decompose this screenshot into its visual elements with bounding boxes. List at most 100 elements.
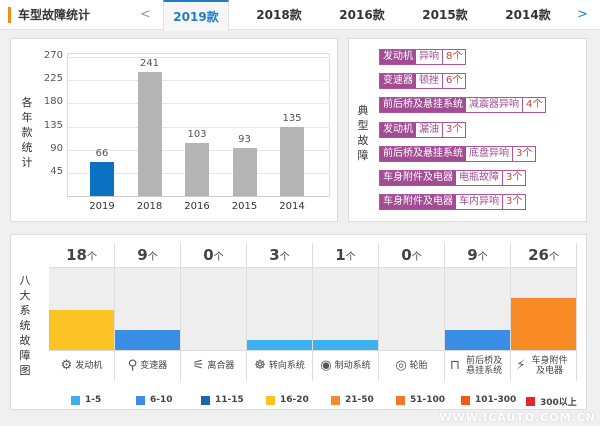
bar-2014[interactable]	[280, 126, 304, 196]
system-count: 26个	[511, 243, 576, 268]
system-bar[interactable]	[511, 298, 576, 350]
bar-area	[313, 268, 378, 350]
next-arrow-icon[interactable]: >	[577, 7, 588, 22]
system-column[interactable]: 9个 ⚲ 变速器	[115, 243, 181, 381]
legend-item: 101-300	[461, 395, 516, 405]
legend-item: 6-10	[136, 395, 173, 405]
system-name: 变速器	[140, 361, 168, 371]
count-value: 0	[401, 246, 412, 264]
system-bar[interactable]	[247, 340, 312, 350]
system-column[interactable]: 0个 ◎ 轮胎	[379, 243, 445, 381]
x-axis	[67, 196, 329, 197]
system-count: 0个	[379, 243, 444, 268]
system-column[interactable]: 26个 ⚡ 车身附件及电器	[511, 243, 577, 381]
tab-3[interactable]: 2015款	[422, 8, 468, 22]
fault-count: 3个	[443, 122, 466, 137]
data-label: 103	[187, 128, 207, 140]
tire-icon: ◎	[395, 358, 407, 373]
legend-label: 21-50	[345, 395, 374, 405]
gridline	[67, 80, 329, 82]
legend-label: 300以上	[540, 398, 577, 408]
system-bar[interactable]	[445, 330, 510, 350]
bar-area	[445, 268, 510, 350]
gridline	[67, 103, 329, 105]
system-column[interactable]: 3个 ☸ 转向系统	[247, 243, 313, 381]
system-column[interactable]: 9个 ⊓ 前后桥及悬挂系统	[445, 243, 511, 381]
systems-label: 八大系统故障图	[19, 274, 31, 377]
prev-arrow-icon[interactable]: <	[140, 7, 151, 22]
bar-2018[interactable]	[137, 71, 162, 196]
system-name: 制动系统	[334, 361, 371, 371]
legend-label: 1-5	[85, 395, 102, 405]
count-value: 3	[269, 246, 280, 264]
watermark: WWW.ICAUTO.COM.CN	[439, 411, 596, 424]
system-column[interactable]: 1个 ◉ 制动系统	[313, 243, 379, 381]
system-bar[interactable]	[49, 310, 114, 350]
tab-2[interactable]: 2016款	[339, 8, 385, 22]
system-label: ⚡ 车身附件及电器	[511, 350, 576, 381]
legend-item: 21-50	[331, 395, 374, 405]
count-unit: 个	[548, 252, 559, 263]
legend-swatch	[526, 397, 535, 406]
fault-issue: 车内异响	[456, 195, 503, 210]
plot-border	[67, 53, 329, 54]
fault-count: 8个	[443, 50, 466, 64]
system-label: ⚲ 变速器	[115, 350, 180, 381]
fault-issue: 漏油	[416, 122, 443, 137]
fault-issue: 异响	[416, 50, 443, 64]
fault-tag[interactable]: 前后桥及悬挂系统 减震器异响 4个	[379, 97, 547, 114]
legend-label: 11-15	[215, 395, 244, 405]
fault-system: 前后桥及悬挂系统	[380, 98, 466, 113]
count-unit: 个	[213, 252, 224, 263]
y-tick-label: 45	[50, 165, 63, 177]
fault-tag[interactable]: 车身附件及电器 车内异响 3个	[379, 194, 527, 211]
fault-tag[interactable]: 发动机 异响 8个	[379, 49, 467, 65]
legend-label: 16-20	[280, 395, 309, 405]
data-label: 241	[139, 57, 160, 69]
system-column[interactable]: 0个 ⚟ 离合器	[181, 243, 247, 381]
engine-icon: ⚙	[60, 358, 73, 373]
tab-4[interactable]: 2014款	[505, 8, 551, 22]
tab-0[interactable]: 2019款	[163, 0, 229, 31]
bar-area	[247, 268, 312, 350]
system-count: 3个	[247, 243, 312, 268]
system-name: 前后桥及悬挂系统	[466, 356, 503, 376]
plot-right-border	[329, 53, 330, 196]
legend-swatch	[136, 395, 145, 405]
fault-count: 3个	[513, 146, 536, 161]
legend-swatch	[201, 395, 210, 405]
y-tick-label: 90	[50, 142, 63, 154]
fault-tag[interactable]: 变速器 顿挫 6个	[379, 73, 467, 90]
system-count: 0个	[181, 243, 246, 268]
bar-2016[interactable]	[185, 142, 209, 196]
system-name: 发动机	[75, 361, 103, 371]
fault-count: 4个	[523, 98, 546, 113]
bar-2015[interactable]	[232, 148, 257, 196]
system-bar[interactable]	[313, 340, 378, 350]
legend-swatch	[461, 395, 470, 405]
data-label: 135	[282, 112, 302, 124]
bar-area	[49, 268, 114, 350]
tab-1[interactable]: 2018款	[256, 8, 302, 22]
systems-panel: 八大系统故障图 18个 ⚙ 发动机 9个 ⚲ 变速器 0个 ⚟ 离合器 3个 ☸ 转向系统 1个 ◉ 制动系…	[10, 234, 587, 410]
fault-tag[interactable]: 前后桥及悬挂系统 底盘异响 3个	[379, 145, 537, 162]
system-bar[interactable]	[115, 330, 180, 350]
legend-label: 101-300	[475, 395, 517, 405]
y-axis	[67, 53, 68, 196]
bar-area	[511, 268, 576, 350]
system-label: ◎ 轮胎	[379, 350, 444, 381]
data-label: 93	[238, 134, 251, 146]
count-value: 9	[467, 246, 478, 264]
system-label: ⚟ 离合器	[181, 350, 246, 381]
fault-tag[interactable]: 车身附件及电器 电瓶故障 3个	[379, 170, 527, 186]
system-label: ☸ 转向系统	[247, 350, 312, 381]
data-label: 66	[95, 148, 109, 160]
count-value: 26	[528, 246, 549, 264]
system-label: ◉ 制动系统	[313, 350, 378, 381]
legend-label: 6-10	[150, 395, 173, 405]
system-column[interactable]: 18个 ⚙ 发动机	[49, 243, 115, 381]
fault-issue: 底盘异响	[466, 146, 513, 161]
legend-item: 300以上	[526, 395, 577, 408]
bar-2019[interactable]	[90, 162, 114, 196]
fault-tag[interactable]: 发动机 漏油 3个	[379, 121, 467, 138]
